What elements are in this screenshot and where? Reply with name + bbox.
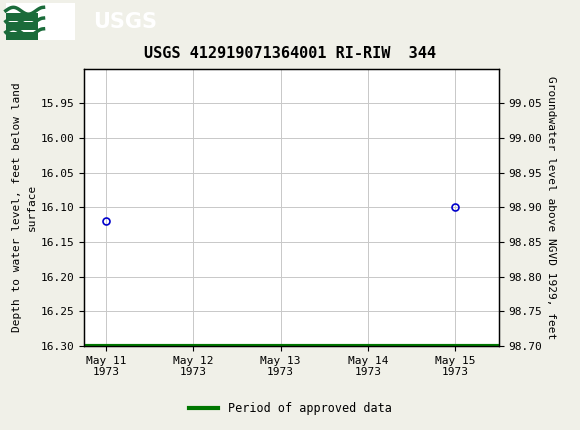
Text: USGS 412919071364001 RI-RIW  344: USGS 412919071364001 RI-RIW 344 (144, 46, 436, 61)
Bar (6, 3, 75, 40)
Text: USGS: USGS (93, 12, 157, 31)
Legend: Period of approved data: Period of approved data (184, 397, 396, 420)
Y-axis label: Depth to water level, feet below land
surface: Depth to water level, feet below land su… (12, 83, 37, 332)
Y-axis label: Groundwater level above NGVD 1929, feet: Groundwater level above NGVD 1929, feet (546, 76, 556, 339)
Bar (6, 13, 38, 21)
Bar (6, 22, 38, 30)
Bar (6, 32, 38, 40)
